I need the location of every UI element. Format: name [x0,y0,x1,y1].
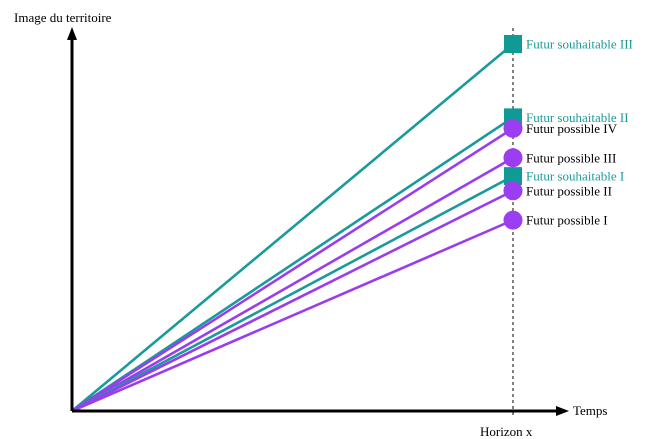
future-markers [503,35,523,230]
future-line-possible-iii [71,156,514,413]
future-line-possible-ii [71,189,514,413]
y-axis-label: Image du territoire [14,10,112,25]
future-line-souhaitable-iii [71,43,514,412]
future-label-possible-iv: Futur possible IV [526,121,618,136]
future-line-possible-iv [71,127,514,413]
future-labels: Futur souhaitable III Futur souhaitable I… [526,37,633,228]
future-label-souhaitable-iii: Futur souhaitable III [526,37,633,52]
future-marker-souhaitable-i [504,167,522,186]
future-line-souhaitable-i [71,174,514,413]
future-marker-souhaitable-iii [504,35,522,53]
future-label-possible-iii: Futur possible III [526,150,616,165]
future-lines [71,43,514,413]
future-marker-possible-ii [503,181,523,201]
future-marker-possible-iii [503,148,523,168]
future-marker-possible-iv [503,118,523,138]
future-label-possible-i: Futur possible I [526,213,608,228]
y-axis-arrowhead [67,27,77,40]
future-label-possible-ii: Futur possible II [526,183,612,198]
x-axis-arrowhead [556,406,569,416]
future-line-souhaitable-ii [71,116,514,413]
future-label-souhaitable-i: Futur souhaitable I [526,169,624,184]
future-marker-possible-i [503,210,523,230]
future-line-possible-i [71,218,514,413]
future-label-souhaitable-ii: Futur souhaitable II [526,110,629,125]
x-axis-label: Temps [573,403,607,418]
horizon-label: Horizon x [480,424,533,439]
